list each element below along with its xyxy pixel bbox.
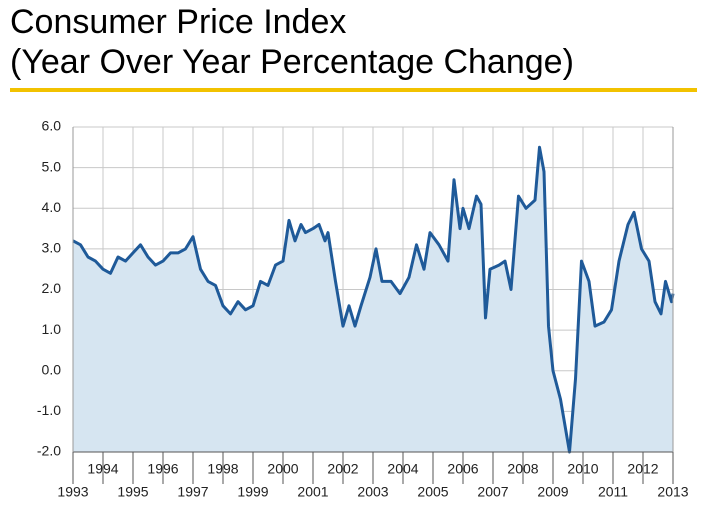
y-tick-label: 4.0 xyxy=(42,199,62,215)
x-tick-label: 2005 xyxy=(417,484,448,500)
x-tick-label: 1999 xyxy=(237,484,268,500)
y-tick-label: 1.0 xyxy=(42,321,62,337)
y-tick-label: -1.0 xyxy=(37,402,61,418)
x-tick-label: 2008 xyxy=(507,461,538,477)
x-tick-label: 1997 xyxy=(177,484,208,500)
x-tick-label: 2006 xyxy=(447,461,478,477)
x-tick-label: 1994 xyxy=(87,461,118,477)
y-tick-label: 3.0 xyxy=(42,240,62,256)
x-tick-label: 1998 xyxy=(207,461,238,477)
x-tick-label: 2007 xyxy=(477,484,508,500)
line xyxy=(72,145,675,454)
chart-subtitle: (Year Over Year Percentage Change) xyxy=(10,43,574,81)
x-tick-label: 2013 xyxy=(657,484,688,500)
x-tick-label: 2011 xyxy=(598,484,628,500)
y-tick-label: 5.0 xyxy=(42,158,62,174)
x-tick-label: 2000 xyxy=(267,461,298,477)
x-tick-label: 2004 xyxy=(387,461,418,477)
x-tick-label: 2001 xyxy=(297,484,328,500)
area xyxy=(73,147,673,453)
y-tick-label: -2.0 xyxy=(37,443,61,459)
x-tick-label: 1995 xyxy=(117,484,148,500)
y-tick-label: 6.0 xyxy=(42,118,62,134)
x-tick-label: 2003 xyxy=(357,484,388,500)
chart-title: Consumer Price Index xyxy=(10,3,346,41)
title-rule xyxy=(10,88,697,92)
x-tick-label: 2012 xyxy=(627,461,658,477)
x-tick-label: 2009 xyxy=(537,484,568,500)
x-tick-label: 1996 xyxy=(147,461,178,477)
x-tick-label: 2002 xyxy=(327,461,358,477)
y-tick-label: 2.0 xyxy=(42,280,62,296)
x-tick-label: 2010 xyxy=(567,461,598,477)
y-tick-label: 0.0 xyxy=(42,361,62,377)
x-tick-label: 1993 xyxy=(57,484,88,500)
